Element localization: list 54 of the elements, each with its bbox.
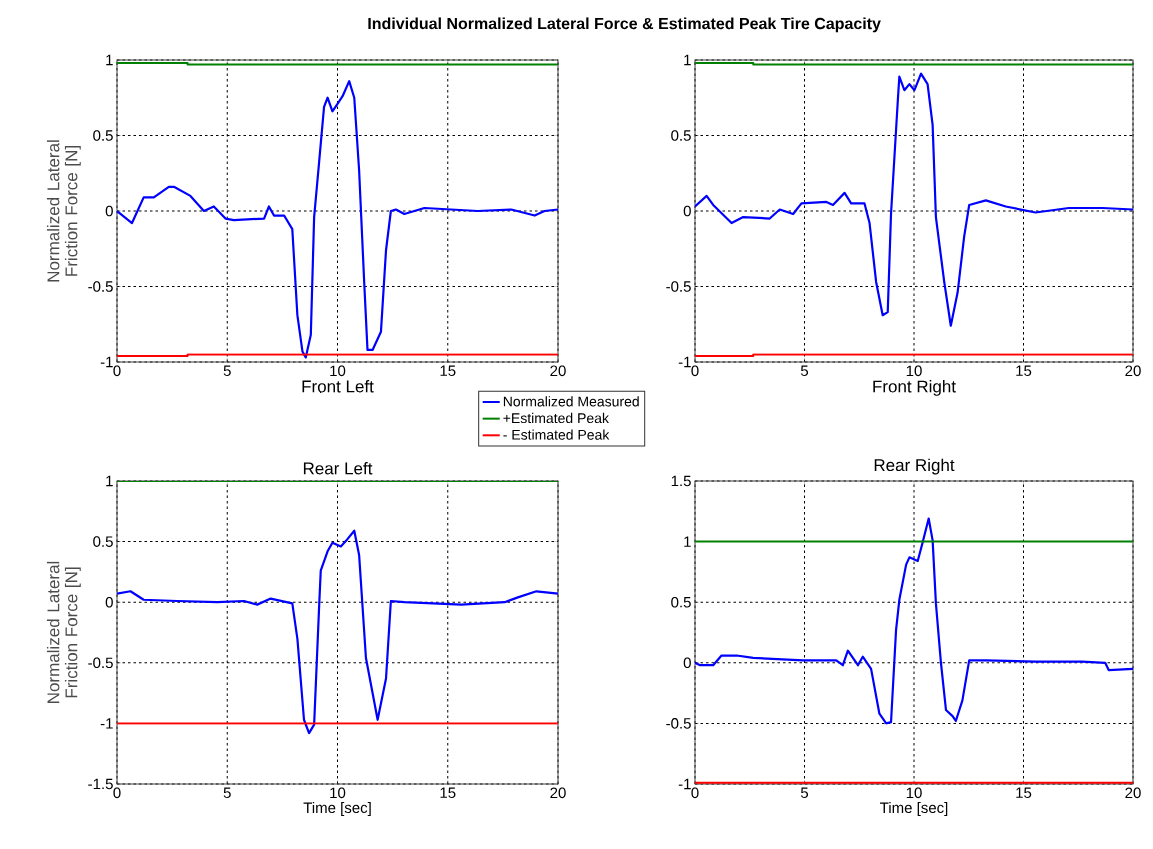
y-tick-label: 1: [684, 54, 691, 66]
y-tick-label: 0.5: [671, 130, 691, 141]
legend-label: +Estimated Peak: [503, 412, 609, 424]
y-tick-label: -1: [678, 356, 691, 368]
x-tick-label: 5: [223, 365, 231, 376]
x-tick-label: 5: [223, 787, 231, 798]
x-tick-label: 20: [550, 365, 566, 377]
y-tick-label: 0: [105, 596, 113, 608]
y-tick-label: 1: [106, 475, 113, 487]
line-series: [695, 72, 1134, 327]
y-tick-label: 0: [683, 657, 691, 669]
y-axis-title: Normalized Lateral Friction Force [N]: [46, 561, 81, 703]
x-tick-label: 10: [330, 365, 346, 377]
y-tick-label: -1.5: [88, 778, 113, 790]
x-tick-label: 20: [1125, 365, 1141, 377]
x-tick-label: 20: [550, 787, 566, 799]
x-tick-label: 10: [906, 787, 922, 799]
x-tick-label: 15: [1016, 365, 1032, 376]
y-tick-label: 0.5: [93, 536, 113, 547]
y-tick-label: 1: [684, 536, 691, 547]
y-tick-label: -0.5: [666, 718, 691, 729]
y-tick-label: 0.5: [93, 130, 113, 141]
x-tick-label: 15: [440, 365, 456, 376]
y-tick-label: 1: [106, 54, 113, 66]
y-axis-title: Normalized Lateral Friction Force [N]: [46, 140, 81, 282]
y-tick-label: -0.5: [88, 281, 113, 292]
x-tick-label: 10: [906, 365, 922, 377]
x-tick-label: 5: [800, 787, 809, 798]
line-series: [695, 517, 1134, 725]
chart-title: Rear Left: [303, 462, 373, 475]
chart-title: Rear Right: [874, 458, 955, 475]
y-tick-label: -0.5: [88, 657, 113, 669]
y-tick-label: 0: [683, 205, 691, 217]
x-axis-title: Time [sec]: [880, 802, 948, 816]
y-tick-label: -1: [100, 356, 113, 368]
y-tick-label: 0: [105, 205, 113, 217]
line-series: [117, 80, 558, 359]
x-axis-title: Front Right: [873, 380, 956, 396]
y-tick-label: -0.5: [666, 281, 691, 292]
x-tick-label: 15: [1016, 787, 1032, 798]
legend-label: - Estimated Peak: [503, 429, 610, 440]
x-tick-label: 10: [330, 787, 346, 799]
x-axis-title: Time [sec]: [303, 802, 371, 816]
legend-label: Normalized Measured: [503, 396, 639, 407]
y-tick-label: 1.5: [671, 475, 691, 487]
x-tick-label: 15: [440, 787, 456, 798]
x-axis-title: Front Left: [302, 380, 374, 393]
y-tick-label: -1: [100, 718, 113, 729]
x-tick-label: 20: [1125, 787, 1141, 799]
x-tick-label: 5: [800, 365, 809, 376]
y-tick-label: 0.5: [671, 596, 691, 608]
line-series: [117, 529, 558, 735]
y-tick-label: -1: [678, 778, 691, 790]
text: Individual Normalized Lateral Force & Estimated Peak Tire Capacity: [368, 17, 881, 33]
